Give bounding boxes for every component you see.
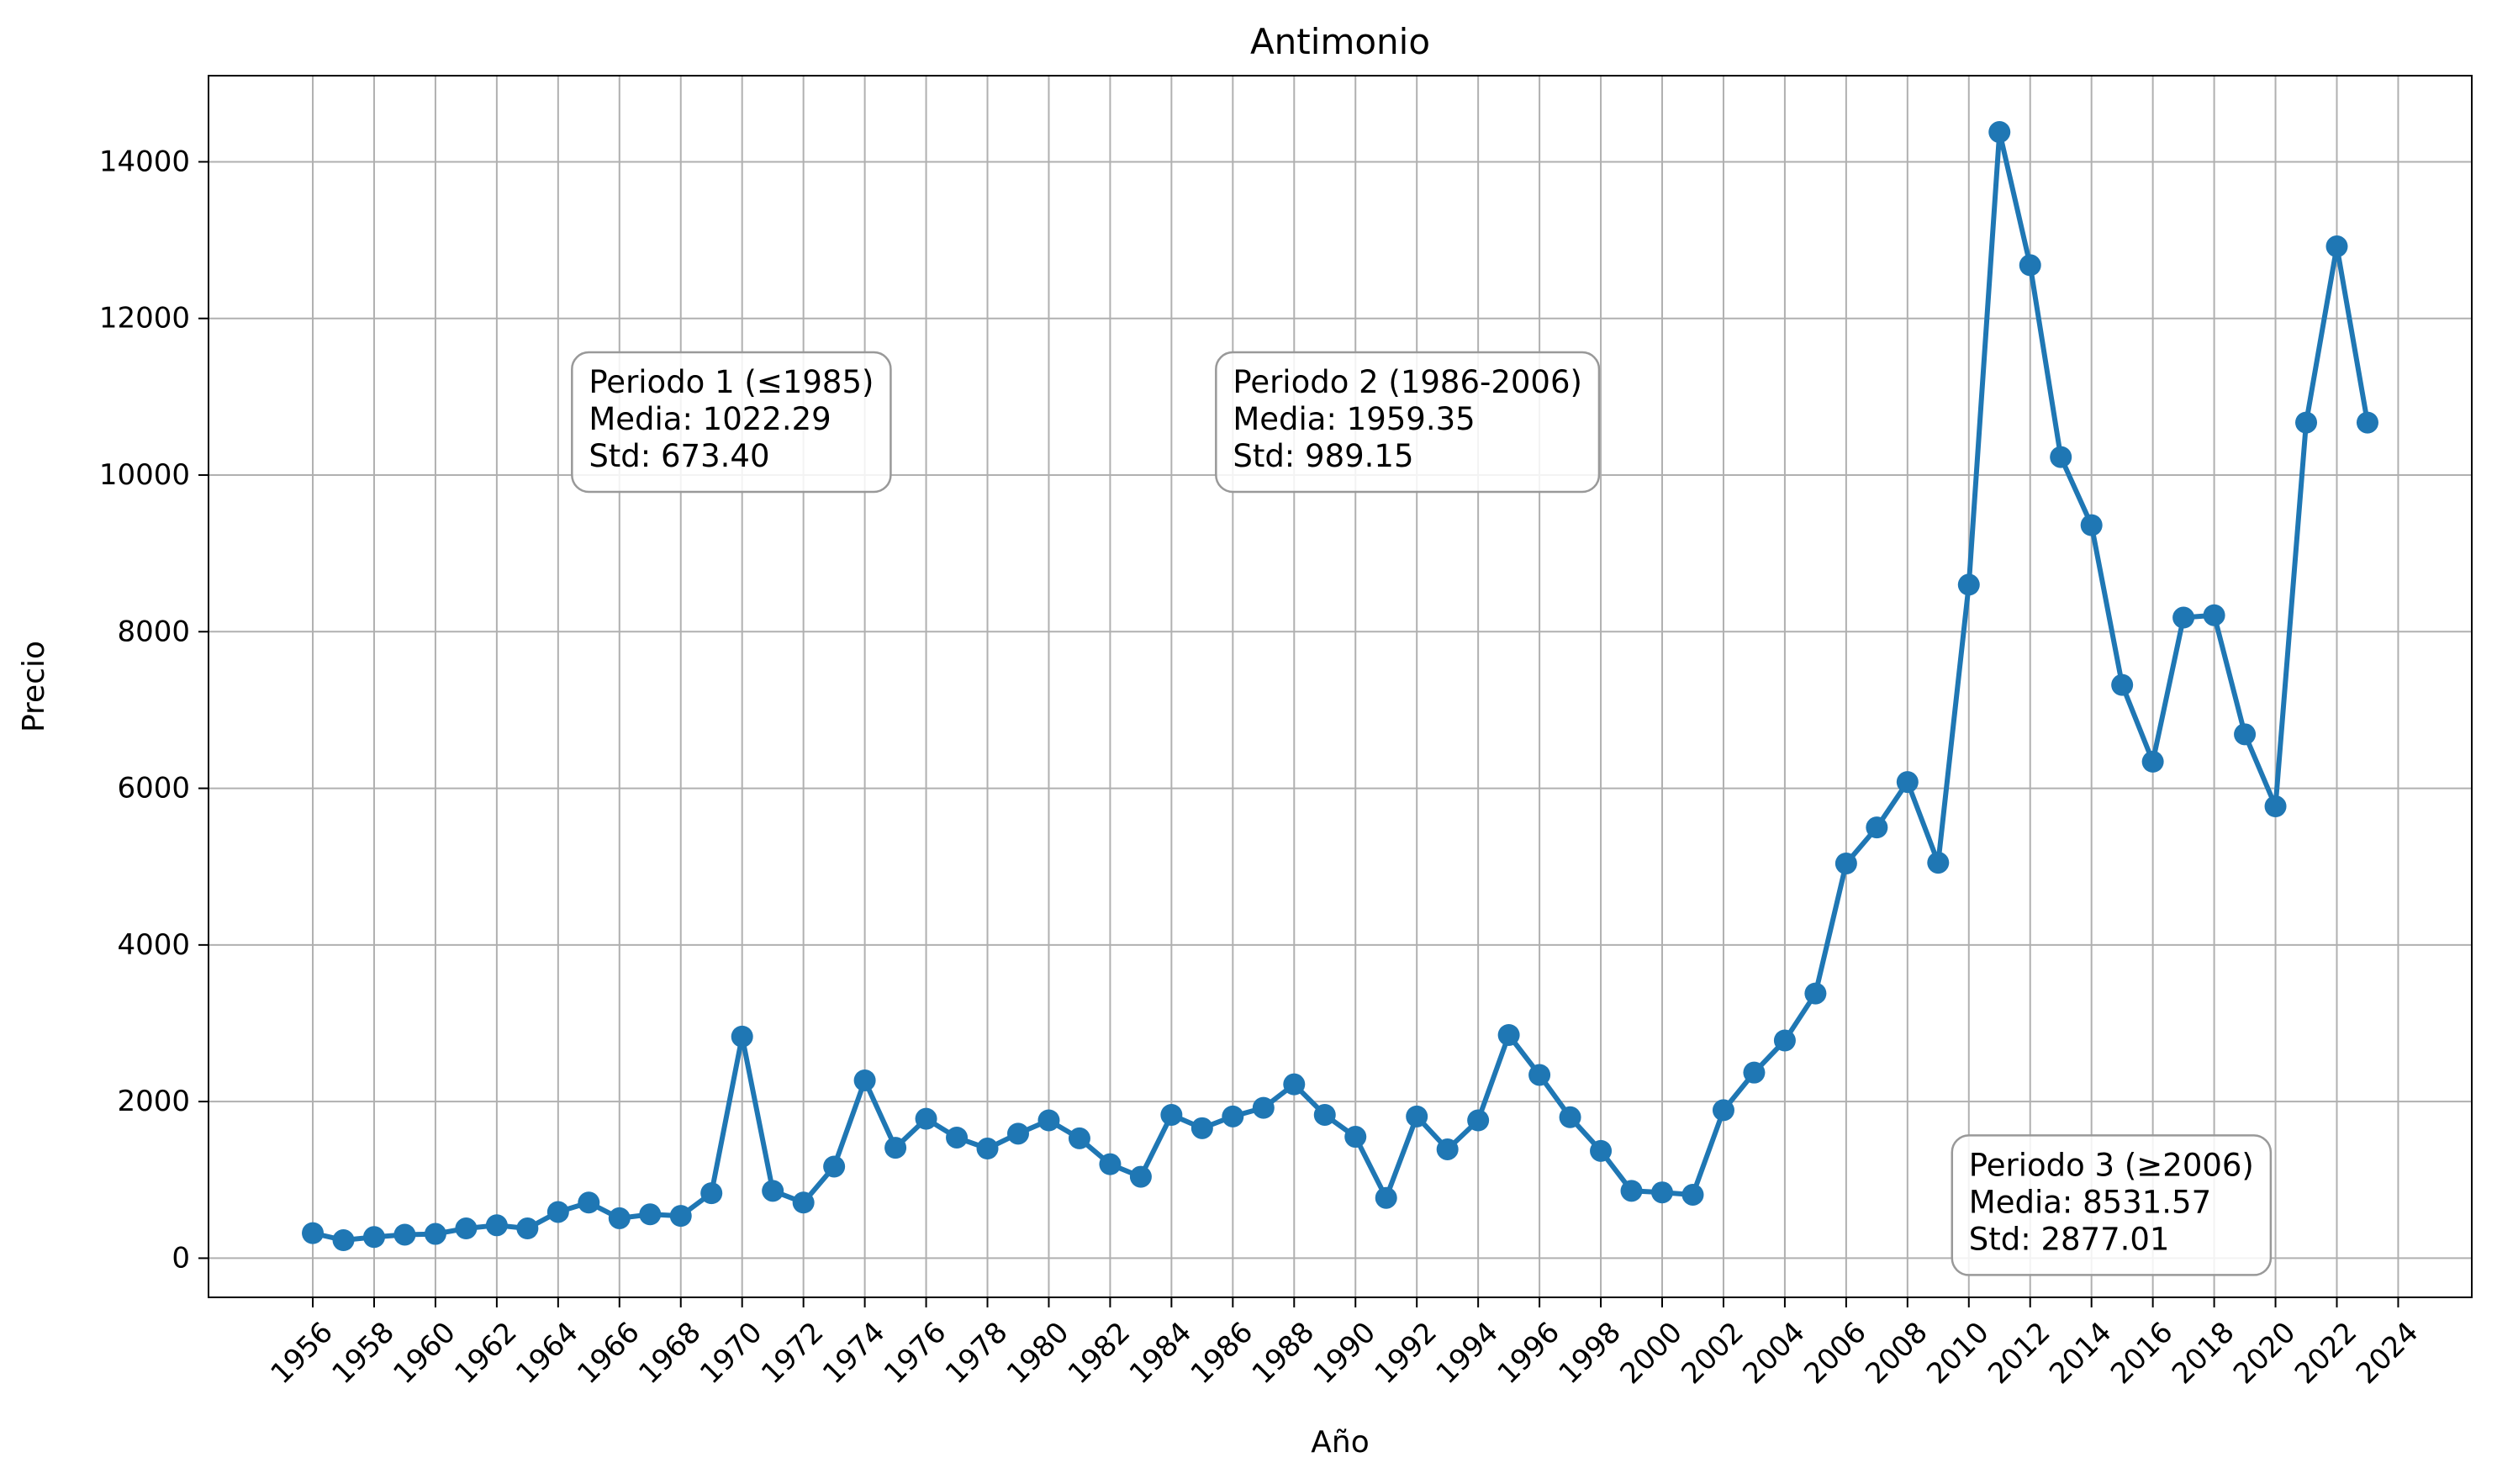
- data-point: [853, 1069, 876, 1091]
- data-point: [608, 1207, 631, 1229]
- data-point: [762, 1180, 784, 1202]
- data-point: [2019, 254, 2041, 277]
- data-point: [1252, 1096, 1275, 1119]
- annotation-line: Std: 673.40: [589, 438, 769, 474]
- data-point: [2264, 795, 2287, 818]
- data-point: [1712, 1099, 1734, 1122]
- y-axis-label: Precio: [17, 641, 51, 732]
- data-point: [792, 1191, 815, 1214]
- data-point: [1344, 1126, 1367, 1149]
- data-point: [1620, 1180, 1643, 1202]
- data-point: [1804, 982, 1827, 1005]
- data-point: [2080, 514, 2103, 536]
- data-point: [1129, 1165, 1152, 1188]
- data-point: [2050, 446, 2072, 468]
- data-point: [1651, 1181, 1674, 1204]
- data-point: [946, 1126, 969, 1149]
- data-point: [1773, 1029, 1796, 1052]
- series-layer: [302, 121, 2378, 1252]
- data-point: [1313, 1103, 1336, 1126]
- data-point: [1375, 1186, 1397, 1209]
- annotation-line: Periodo 2 (1986-2006): [1233, 364, 1582, 400]
- data-point: [516, 1217, 539, 1240]
- data-point: [915, 1107, 937, 1130]
- y-tick-label: 6000: [117, 772, 190, 805]
- data-point: [1866, 816, 1888, 839]
- data-point: [1528, 1064, 1551, 1086]
- data-point: [976, 1138, 999, 1160]
- data-point: [1896, 771, 1919, 794]
- data-point: [1222, 1105, 1244, 1128]
- annotation-frame: [1215, 351, 1601, 494]
- data-point: [1160, 1103, 1183, 1126]
- data-point: [455, 1217, 478, 1240]
- data-point: [1190, 1117, 1213, 1139]
- data-point: [2356, 411, 2378, 434]
- data-point: [1834, 852, 1857, 874]
- annotation-line: Std: 2877.01: [1969, 1221, 2170, 1257]
- data-point: [2325, 235, 2348, 258]
- data-point: [302, 1222, 325, 1244]
- data-point: [393, 1223, 416, 1246]
- annotation-line: Media: 1022.29: [589, 401, 831, 437]
- data-point: [485, 1214, 508, 1237]
- data-point: [639, 1203, 662, 1226]
- data-point: [1099, 1153, 1122, 1175]
- y-tick-label: 4000: [117, 928, 190, 962]
- data-point: [362, 1226, 385, 1249]
- annotation-box: Periodo 2 (1986-2006)Media: 1959.35Std: …: [1215, 351, 1601, 494]
- data-point: [884, 1137, 907, 1159]
- data-point: [1743, 1061, 1766, 1084]
- annotation-frame: [571, 351, 892, 494]
- data-point: [1467, 1109, 1490, 1132]
- annotation-line: Std: 989.15: [1233, 438, 1413, 474]
- data-point: [2203, 604, 2225, 626]
- annotation-line: Periodo 1 (≤1985): [589, 364, 874, 400]
- x-axis-label: Año: [1311, 1425, 1369, 1460]
- data-point: [1590, 1139, 1613, 1162]
- y-axis-ticks: 0 2000 4000 6000 8000 10000 12000 14000: [99, 145, 209, 1275]
- y-tick-label: 0: [172, 1241, 190, 1275]
- data-point: [1037, 1109, 1060, 1132]
- data-point: [1006, 1122, 1029, 1145]
- data-point: [1406, 1105, 1428, 1128]
- data-point: [1497, 1023, 1520, 1046]
- data-point: [2111, 673, 2134, 696]
- data-point: [1068, 1127, 1090, 1149]
- data-point: [2172, 606, 2195, 629]
- data-point: [731, 1025, 753, 1048]
- data-point: [1283, 1073, 1306, 1096]
- y-tick-label: 2000: [117, 1085, 190, 1118]
- annotation-line: Periodo 3 (≥2006): [1969, 1147, 2254, 1183]
- data-point: [2234, 723, 2257, 746]
- data-point: [332, 1229, 355, 1252]
- data-point: [1681, 1183, 1704, 1206]
- data-point: [2141, 750, 2164, 773]
- data-point: [1436, 1138, 1459, 1160]
- data-point: [2295, 411, 2318, 434]
- data-point: [1957, 573, 1980, 596]
- data-point: [578, 1191, 600, 1214]
- data-point: [669, 1205, 692, 1228]
- y-tick-label: 14000: [99, 145, 190, 178]
- data-point: [1927, 852, 1950, 874]
- data-point: [1559, 1106, 1581, 1128]
- annotation-frame: [1951, 1134, 2273, 1276]
- data-point: [424, 1223, 446, 1245]
- chart-title: Antimonio: [1250, 21, 1430, 62]
- data-point: [1988, 121, 2011, 144]
- plot-frame: [208, 75, 2473, 1298]
- y-tick-label: 10000: [99, 458, 190, 492]
- y-tick-label: 8000: [117, 615, 190, 648]
- data-point: [823, 1155, 846, 1178]
- annotation-line: Media: 8531.57: [1969, 1184, 2211, 1220]
- data-point: [546, 1201, 569, 1223]
- annotation-line: Media: 1959.35: [1233, 401, 1475, 437]
- data-point: [700, 1182, 723, 1205]
- y-tick-label: 12000: [99, 302, 190, 335]
